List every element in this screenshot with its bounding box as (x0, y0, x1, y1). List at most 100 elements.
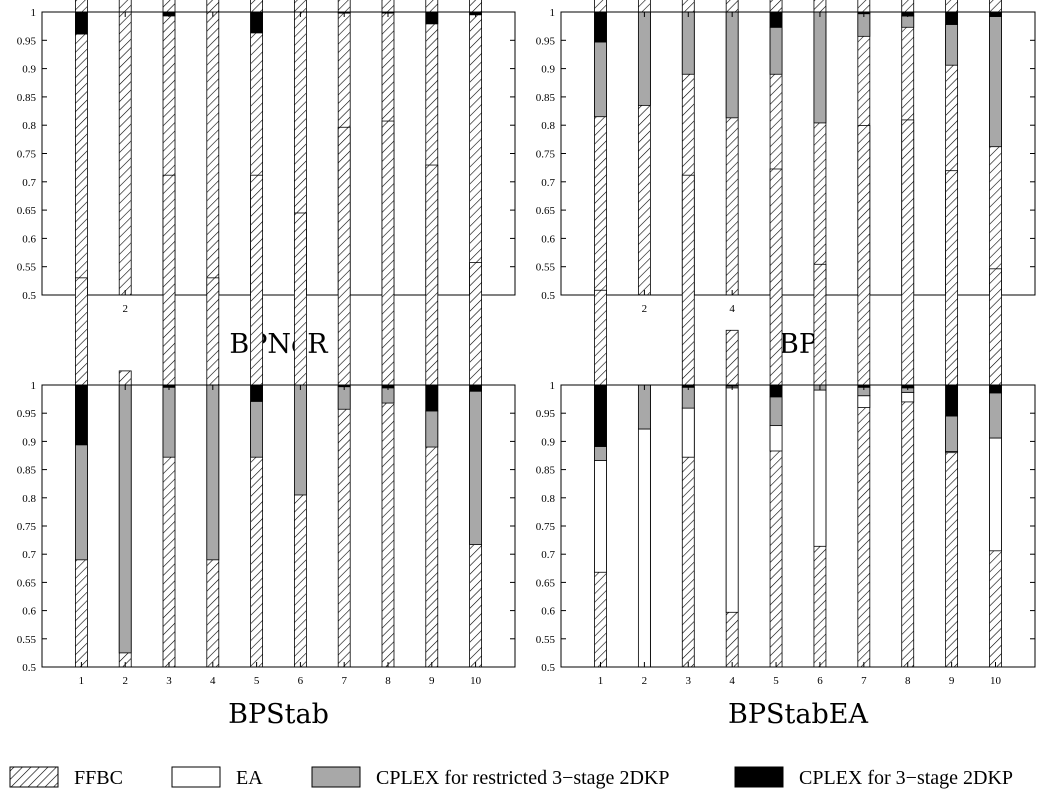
legend-swatch-1 (9, 766, 59, 788)
x-tick-label: 2 (122, 303, 128, 315)
y-tick-label: 0.75 (17, 521, 37, 533)
bar-segment-4-2-3 (637, 384, 651, 430)
y-tick-label: 1 (31, 7, 37, 19)
bar-segment-3-8-3 (381, 387, 395, 404)
y-tick-label: 1 (31, 380, 37, 392)
x-tick-label: 10 (990, 675, 1002, 687)
bar-segment-3-6-3 (293, 384, 307, 496)
bar-segment-4-7-2 (857, 395, 871, 408)
y-tick-label: 0.8 (541, 120, 555, 132)
bar-segment-3-2-3 (118, 384, 132, 654)
y-tick-label: 1 (550, 7, 556, 19)
bar-segment-2-2-3 (637, 11, 651, 106)
bar-segment-2-3-3 (681, 11, 695, 75)
bar-segment-1-1-1 (75, 0, 88, 296)
bar-segment-3-3-3 (162, 386, 176, 458)
y-tick-label: 0.9 (22, 64, 36, 76)
bar-segment-4-1-4 (594, 384, 607, 447)
y-tick-label: 0.6 (22, 233, 36, 245)
bar-segment-2-7-3 (857, 13, 871, 37)
bar-segment-4-10-2 (989, 437, 1002, 552)
y-tick-label: 0.85 (536, 92, 556, 104)
legend-label-3: CPLEX for restricted 3−stage 2DKP (376, 767, 669, 789)
legend-label-1: FFBC (74, 767, 123, 789)
y-tick-label: 0.75 (17, 149, 37, 161)
x-tick-label: 7 (861, 675, 867, 687)
bar-segment-4-10-3 (989, 392, 1002, 439)
plot-frame (41, 384, 516, 668)
chart-panel-1: 0.50.550.60.650.70.750.80.850.90.9511234… (17, 0, 516, 360)
y-tick-label: 0.5 (541, 290, 555, 302)
x-tick-label: 2 (642, 303, 648, 315)
x-tick-label: 3 (166, 675, 172, 687)
y-tick-label: 0.55 (536, 634, 556, 646)
x-tick-label: 9 (429, 675, 435, 687)
y-tick-label: 0.7 (22, 549, 36, 561)
y-tick-label: 0.95 (536, 408, 556, 420)
y-tick-label: 0.65 (536, 577, 556, 589)
y-tick-label: 0.95 (17, 35, 37, 47)
y-tick-label: 0.55 (17, 634, 37, 646)
bar-segment-1-2-1 (118, 0, 132, 296)
chart-title: BPNoR (229, 329, 328, 360)
y-tick-label: 1 (550, 380, 556, 392)
y-tick-label: 0.7 (541, 549, 555, 561)
bar-segment-4-6-2 (813, 389, 827, 547)
y-tick-label: 0.75 (536, 521, 556, 533)
x-tick-label: 4 (210, 675, 216, 687)
legend-swatch-4 (734, 766, 784, 788)
bar-segment-3-9-3 (425, 410, 439, 448)
y-tick-label: 0.75 (536, 149, 556, 161)
x-tick-label: 7 (341, 675, 347, 687)
bar-segment-1-10-1 (469, 0, 482, 296)
y-tick-label: 0.6 (22, 606, 36, 618)
y-tick-label: 0.5 (22, 290, 36, 302)
plot-frame (560, 11, 1036, 296)
bar-segment-2-9-3 (945, 24, 959, 66)
x-tick-label: 1 (598, 675, 604, 687)
y-tick-label: 0.55 (17, 262, 37, 274)
bar-segment-3-1-3 (75, 444, 88, 561)
x-tick-label: 4 (729, 303, 735, 315)
legend-swatch-2 (171, 766, 221, 788)
x-tick-label: 6 (817, 675, 823, 687)
y-tick-label: 0.7 (541, 177, 555, 189)
y-tick-label: 0.65 (17, 577, 37, 589)
bar-segment-4-1-3 (594, 446, 607, 461)
y-tick-label: 0.9 (541, 436, 555, 448)
y-tick-label: 0.95 (17, 408, 37, 420)
y-tick-label: 0.8 (22, 493, 36, 505)
x-tick-label: 8 (905, 675, 911, 687)
y-tick-label: 0.95 (536, 35, 556, 47)
y-tick-label: 0.5 (22, 662, 36, 674)
y-tick-label: 0.65 (17, 205, 37, 217)
plot-frame (560, 384, 1036, 668)
bar-segment-3-5-3 (250, 400, 264, 458)
legend: FFBC EA CPLEX for restricted 3−stage 2DKP C… (9, 766, 1013, 789)
y-tick-label: 0.8 (541, 493, 555, 505)
bar-segment-2-6-3 (813, 11, 827, 124)
x-tick-label: 4 (729, 675, 735, 687)
chart-title: BPStab (228, 699, 329, 730)
legend-label-2: EA (236, 767, 263, 789)
y-tick-label: 0.6 (541, 606, 555, 618)
x-tick-label: 8 (385, 675, 391, 687)
y-tick-label: 0.9 (541, 64, 555, 76)
bar-segment-4-8-2 (901, 391, 915, 403)
y-tick-label: 0.7 (22, 177, 36, 189)
legend-swatch-3 (311, 766, 361, 788)
y-tick-label: 0.9 (22, 436, 36, 448)
bar-segment-2-4-3 (725, 11, 739, 119)
y-tick-label: 0.65 (536, 205, 556, 217)
bar-segment-4-2-2 (637, 428, 651, 668)
bar-segment-4-5-2 (769, 425, 783, 452)
x-tick-label: 2 (642, 675, 648, 687)
x-tick-label: 9 (949, 675, 955, 687)
bar-segment-4-9-3 (945, 415, 959, 452)
y-tick-label: 0.6 (541, 233, 555, 245)
x-tick-label: 2 (122, 675, 128, 687)
chart-title: BP (779, 329, 817, 360)
bar-segment-4-1-2 (594, 460, 607, 573)
